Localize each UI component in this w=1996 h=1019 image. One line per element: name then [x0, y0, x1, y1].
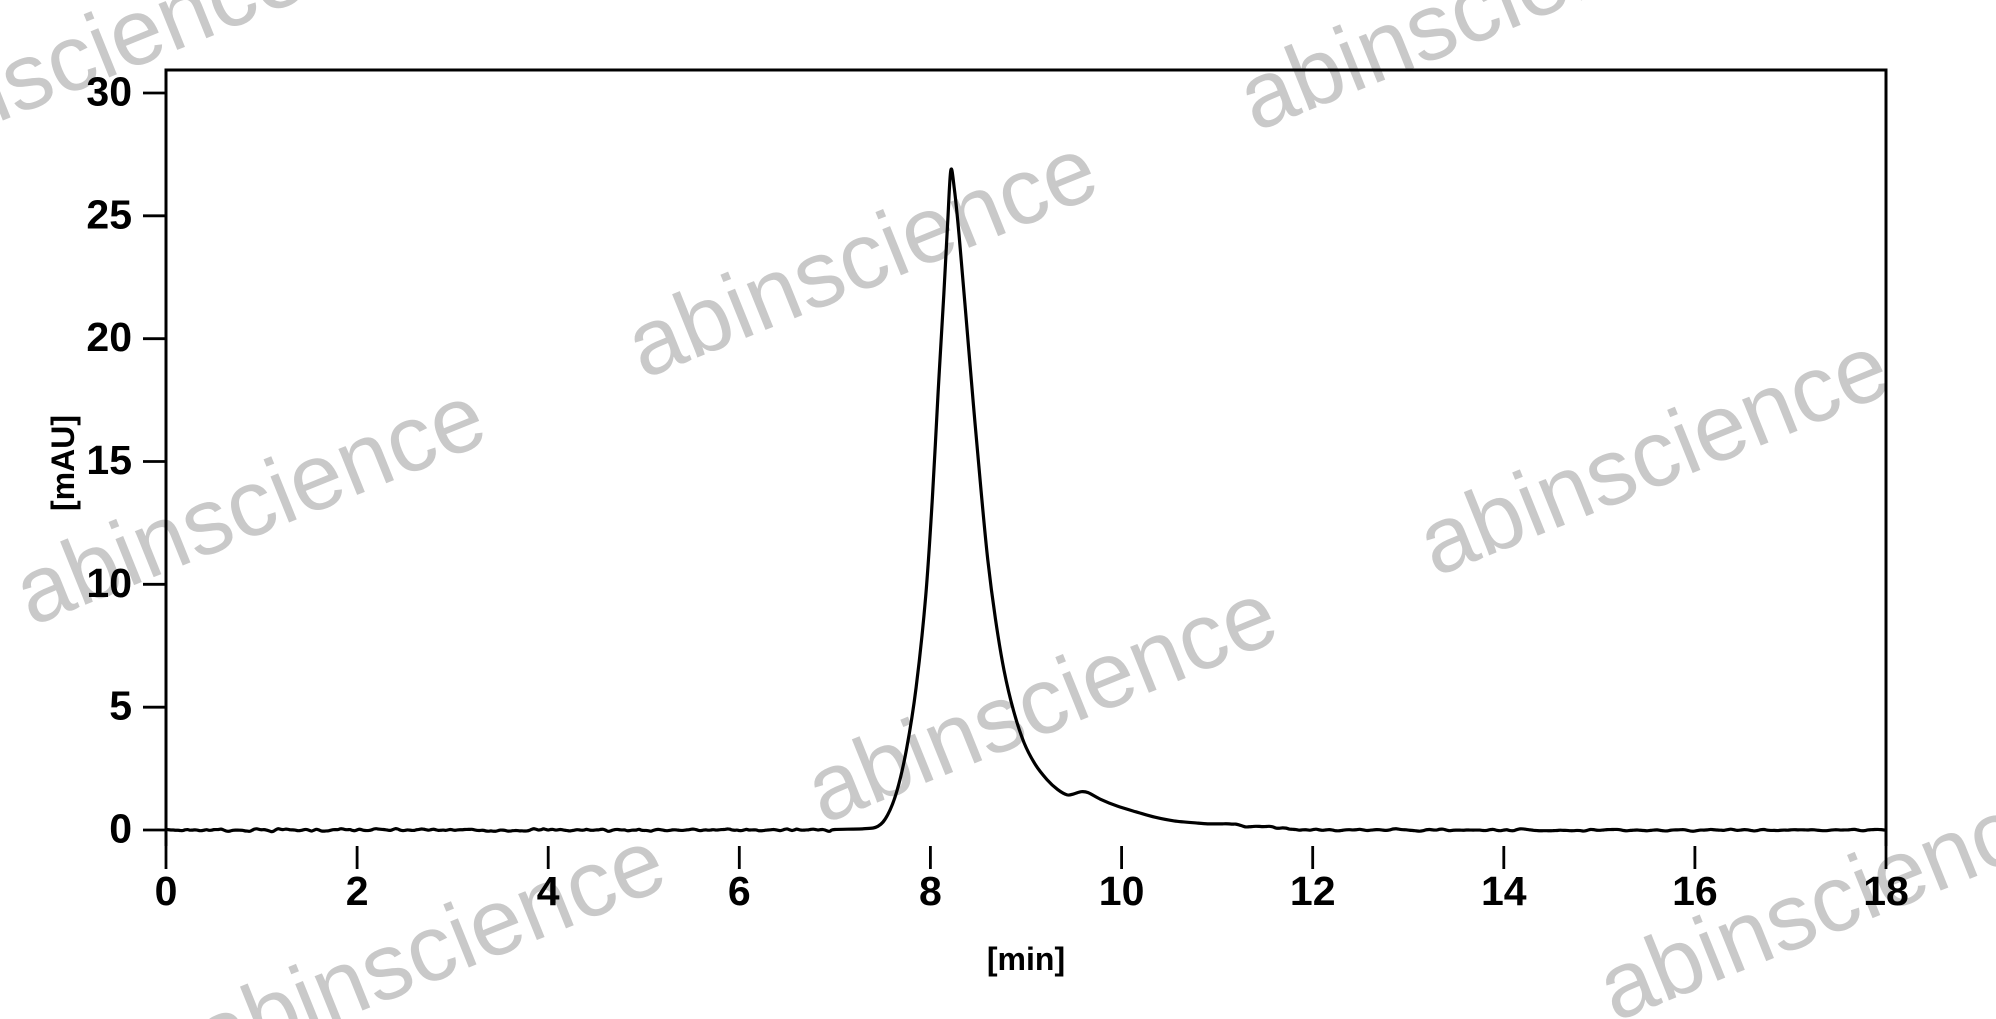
svg-text:15: 15	[86, 437, 132, 483]
svg-text:20: 20	[86, 314, 132, 360]
svg-text:16: 16	[1672, 868, 1718, 914]
svg-text:25: 25	[86, 191, 132, 237]
svg-text:14: 14	[1481, 868, 1527, 914]
svg-text:10: 10	[1099, 868, 1145, 914]
svg-text:4: 4	[537, 868, 560, 914]
svg-text:2: 2	[346, 868, 369, 914]
svg-text:10: 10	[86, 560, 132, 606]
svg-text:8: 8	[919, 868, 942, 914]
svg-text:30: 30	[86, 69, 132, 115]
svg-text:5: 5	[109, 683, 132, 729]
svg-text:[mAU]: [mAU]	[45, 415, 81, 511]
svg-text:18: 18	[1863, 868, 1909, 914]
svg-text:0: 0	[109, 806, 132, 852]
svg-text:[min]: [min]	[987, 941, 1065, 977]
svg-text:12: 12	[1290, 868, 1336, 914]
svg-text:0: 0	[155, 868, 178, 914]
svg-text:6: 6	[728, 868, 751, 914]
